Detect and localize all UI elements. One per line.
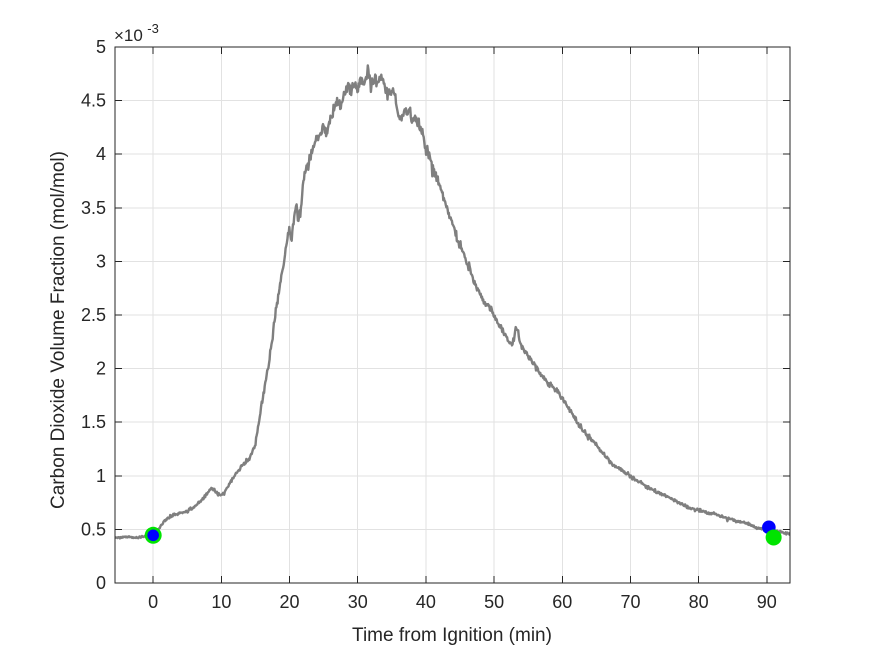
x-axis-label: Time from Ignition (min) [352, 625, 552, 646]
y-tick-label: 4 [96, 144, 106, 164]
y-axis-label: Carbon Dioxide Volume Fraction (mol/mol) [48, 151, 69, 509]
multiplier-exponent: -3 [147, 21, 159, 36]
x-tick-label: 0 [148, 592, 158, 612]
y-tick-label: 3.5 [81, 198, 106, 218]
multiplier-base: ×10 [114, 26, 143, 45]
y-tick-label: 1 [96, 466, 106, 486]
x-tick-label: 60 [552, 592, 572, 612]
y-tick-label: 1.5 [81, 412, 106, 432]
y-tick-label: 0 [96, 573, 106, 593]
y-tick-label: 2.5 [81, 305, 106, 325]
x-tick-label: 90 [757, 592, 777, 612]
x-tick-label: 40 [416, 592, 436, 612]
start-marker-blue [147, 529, 159, 542]
x-tick-label: 10 [211, 592, 231, 612]
series-layer [115, 64, 790, 540]
tick-label-layer: 0 10 20 30 40 50 60 70 80 90 0 0.5 1 1.5 2 2.5 3 3.5 4 4.5 5 [81, 37, 777, 612]
x-tick-label: 50 [484, 592, 504, 612]
x-tick-label: 30 [348, 592, 368, 612]
grid-layer [115, 47, 790, 583]
tick-layer [115, 46, 790, 584]
end-marker-green [765, 529, 782, 546]
y-axis-multiplier-label: ×10 -3 [114, 21, 159, 45]
co2-series-line [115, 64, 790, 540]
x-tick-label: 20 [280, 592, 300, 612]
y-tick-label: 2 [96, 359, 106, 379]
x-tick-label: 80 [689, 592, 709, 612]
y-tick-label: 3 [96, 251, 106, 271]
y-tick-label: 4.5 [81, 91, 106, 111]
marker-layer [144, 520, 782, 546]
y-tick-label: 5 [96, 37, 106, 57]
y-tick-label: 0.5 [81, 519, 106, 539]
x-tick-label: 70 [620, 592, 640, 612]
